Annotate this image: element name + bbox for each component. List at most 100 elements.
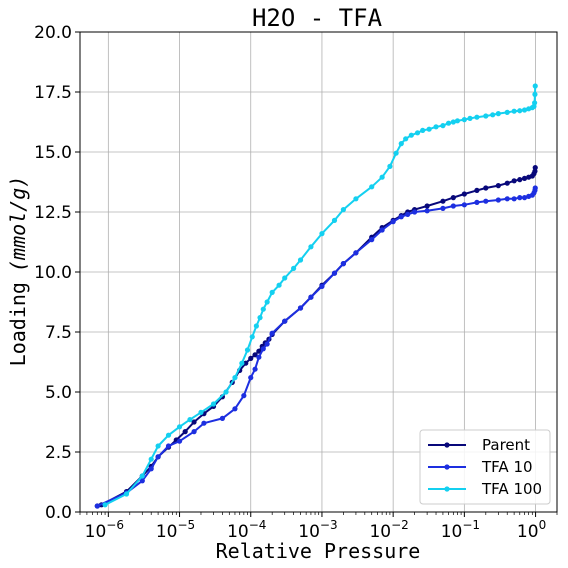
data-point xyxy=(532,91,538,97)
data-point xyxy=(433,124,439,130)
data-point xyxy=(256,354,262,360)
series-layer xyxy=(94,83,538,509)
data-point xyxy=(405,211,411,217)
data-point xyxy=(256,348,262,354)
data-point xyxy=(408,132,414,138)
y-tick-label: 2.5 xyxy=(45,443,72,463)
data-point xyxy=(139,473,145,479)
data-point xyxy=(474,199,480,205)
y-axis-label-prefix: Loading xyxy=(6,282,30,366)
data-point xyxy=(414,130,421,136)
legend-swatch-marker xyxy=(444,442,450,448)
data-point xyxy=(269,289,275,295)
data-point xyxy=(445,120,452,126)
x-tick-base: 10 xyxy=(85,522,107,542)
x-tick-exponent: −4 xyxy=(249,518,267,532)
data-point xyxy=(393,150,399,156)
y-tick-label: 10.0 xyxy=(34,263,72,283)
data-point xyxy=(232,375,238,381)
data-point xyxy=(511,178,517,184)
data-point xyxy=(424,203,430,209)
data-point xyxy=(331,217,338,223)
data-point xyxy=(165,432,172,438)
data-point xyxy=(155,443,161,449)
data-point xyxy=(495,197,501,203)
data-point xyxy=(331,270,338,276)
data-point xyxy=(191,429,197,435)
x-tick-label: 10−3 xyxy=(298,518,337,542)
y-tick-label: 17.5 xyxy=(34,83,72,103)
data-point xyxy=(241,393,247,399)
data-point xyxy=(243,360,249,366)
data-point xyxy=(420,127,426,133)
data-point xyxy=(340,261,346,267)
data-point xyxy=(182,429,188,435)
data-point xyxy=(398,214,404,220)
data-point xyxy=(210,401,217,407)
data-point xyxy=(440,123,446,129)
data-point xyxy=(297,257,304,263)
data-point xyxy=(291,265,297,271)
x-tick-exponent: −3 xyxy=(320,518,338,532)
data-point xyxy=(379,174,385,180)
data-point xyxy=(282,275,288,281)
data-point xyxy=(461,117,467,123)
legend: Parent TFA 10 TFA 100 xyxy=(419,429,551,505)
data-point xyxy=(148,466,154,472)
data-point xyxy=(398,141,404,147)
legend-swatch-marker xyxy=(444,486,450,492)
data-point xyxy=(102,502,108,508)
y-axis-label-units: (mmol/g) xyxy=(6,176,30,272)
y-tick-label: 0.0 xyxy=(45,503,72,523)
data-point xyxy=(532,83,538,89)
data-point xyxy=(282,318,288,324)
data-point xyxy=(426,126,432,132)
data-point xyxy=(340,207,346,213)
x-tick-label: 100 xyxy=(517,518,546,542)
legend-box xyxy=(419,429,551,505)
data-point xyxy=(517,108,523,114)
data-point xyxy=(504,180,510,186)
data-point xyxy=(467,115,473,121)
data-point xyxy=(504,196,510,202)
data-point xyxy=(511,196,517,202)
y-tick-label: 7.5 xyxy=(45,323,72,343)
svg-text:Loading(mmol/g): Loading (mmol/g) xyxy=(6,176,30,367)
data-point xyxy=(201,420,207,426)
series-tfa-10 xyxy=(94,185,538,509)
x-tick-label: 10−1 xyxy=(441,518,480,542)
data-point xyxy=(379,227,385,233)
data-point xyxy=(260,346,266,352)
data-point xyxy=(252,366,258,372)
data-point xyxy=(191,419,197,425)
data-point xyxy=(411,209,418,215)
data-point xyxy=(521,175,528,181)
data-point xyxy=(454,118,461,124)
legend-item: Parent xyxy=(428,436,530,454)
data-point xyxy=(219,415,226,421)
x-tick-base: 10 xyxy=(227,522,249,542)
data-point xyxy=(495,183,501,189)
legend-item: TFA 100 xyxy=(428,480,542,498)
data-point xyxy=(269,330,275,336)
x-tick-exponent: −1 xyxy=(462,518,480,532)
data-point xyxy=(253,323,259,329)
x-tick-label: 10−4 xyxy=(227,518,266,542)
data-point xyxy=(521,107,528,113)
data-point xyxy=(248,375,254,381)
legend-label: TFA 10 xyxy=(481,458,533,476)
y-tick-label: 12.5 xyxy=(34,203,72,223)
data-point xyxy=(244,347,251,353)
data-point xyxy=(249,334,255,340)
data-point xyxy=(353,196,359,202)
x-tick-exponent: −6 xyxy=(106,518,124,532)
data-point xyxy=(483,198,489,204)
data-point xyxy=(504,109,510,115)
legend-label: TFA 100 xyxy=(481,480,542,498)
series-tfa-100 xyxy=(102,83,538,508)
data-point xyxy=(474,114,480,120)
data-point xyxy=(440,198,446,204)
legend-label: Parent xyxy=(482,436,530,454)
data-point xyxy=(257,315,263,321)
